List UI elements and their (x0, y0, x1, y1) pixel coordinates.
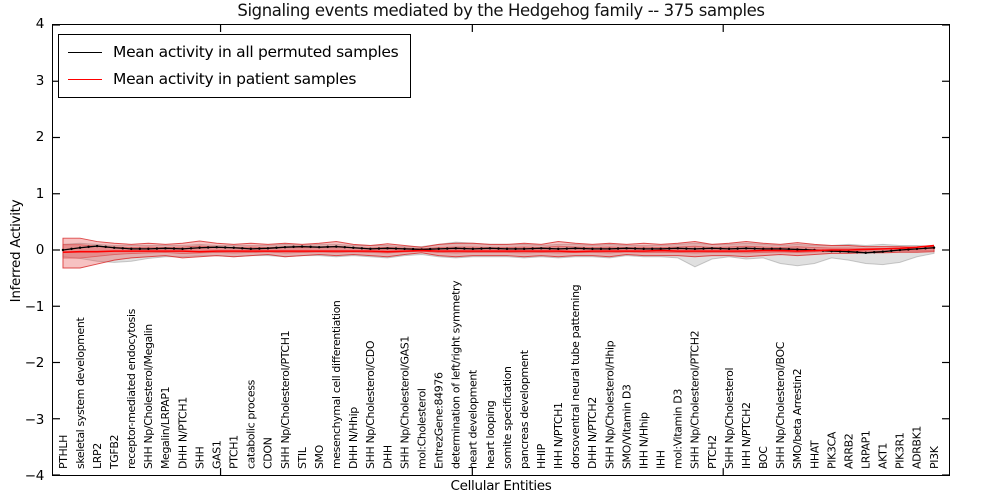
x-tick-label: EntrezGene:84976 (433, 372, 446, 469)
x-tick-label: HHIP (535, 443, 548, 469)
x-tick-label: PTCH1 (228, 435, 241, 469)
x-tick-label: pancreas development (518, 349, 531, 469)
x-tick-label: CDON (262, 437, 275, 469)
x-tick-label: SHH Np/Cholesterol/CDO (364, 341, 377, 469)
x-tick-labels: PTHLH skeletal system development LRP2 TGFB… (57, 280, 941, 470)
y-tick-label: 4 (35, 16, 45, 32)
x-tick-label: heart looping (484, 401, 497, 469)
x-tick-label: PTHLH (57, 435, 70, 469)
x-tick-label: SMO/Vitamin D3 (620, 384, 633, 469)
x-tick-label: GAS1 (210, 441, 223, 469)
permuted-line-markers (61, 244, 936, 255)
y-tick-label: 1 (35, 185, 45, 202)
legend-label-patient: Mean activity in patient samples (113, 70, 357, 88)
y-tick-label: 0 (35, 242, 45, 258)
legend-label-permuted: Mean activity in all permuted samples (113, 43, 399, 61)
patient-band-outer (62, 237, 935, 269)
x-tick-label: ARRB2 (842, 434, 855, 469)
x-tick-label: skeletal system development (74, 317, 87, 470)
x-tick-label: SHH Np/Cholesterol (723, 368, 736, 469)
x-tick-label: TGFB2 (108, 435, 121, 470)
x-tick-label: Megalin/LRPAP1 (159, 387, 172, 469)
x-tick-label: PIK3R1 (894, 433, 907, 469)
x-tick-label: IHH (655, 450, 668, 469)
x-tick-label: SHH Np/Cholesterol/BOC (774, 341, 787, 469)
y-tick-label: −3 (24, 411, 45, 428)
x-tick-label: mol:Vitamin D3 (672, 389, 685, 469)
x-tick-label: BOC (757, 446, 770, 469)
x-tick-label: mesenchymal cell differentiation (330, 300, 343, 469)
legend-item-patient: Mean activity in patient samples (68, 70, 398, 88)
x-tick-label: SMO/beta Arrestin2 (791, 369, 804, 469)
x-tick-label: receptor-mediated endocytosis (125, 308, 138, 469)
legend-line-sample-black (68, 51, 102, 53)
x-tick-label: SHH Np/Cholesterol/Hhip (603, 340, 616, 469)
plot-area: PTHLH skeletal system development LRP2 TGFB… (52, 24, 950, 476)
x-tick-label: HHAT (808, 440, 821, 469)
x-tick-label: DHH (381, 445, 394, 469)
legend-line-sample-red (68, 78, 102, 80)
x-tick-label: STIL (296, 446, 309, 469)
chart-canvas: PTHLH skeletal system development LRP2 TGFB… (53, 25, 949, 475)
y-tick-label: −2 (24, 355, 45, 371)
x-tick-label: catabolic process (245, 379, 258, 469)
x-tick-label: SHH (193, 447, 206, 469)
x-axis-label: Cellular Entities (450, 478, 552, 494)
y-tick-label: 3 (35, 72, 45, 89)
patient-mean-line (62, 244, 935, 254)
x-tick-label: PI3K (928, 445, 941, 469)
x-tick-label: IHH N/Hhip (637, 412, 650, 469)
x-tick-label: DHH N/PTCH2 (586, 397, 599, 469)
x-tick-label: determination of left/right symmetry (450, 280, 463, 469)
x-tick-label: AKT1 (877, 443, 890, 469)
x-tick-label: mol:Cholesterol (415, 388, 428, 469)
x-tick-label: DHH N/Hhip (347, 407, 360, 469)
x-tick-label: SMO (313, 445, 326, 469)
x-tick-label: LRP2 (91, 443, 104, 469)
legend: Mean activity in all permuted samples Me… (58, 34, 412, 98)
x-tick-label: SHH Np/Cholesterol/GAS1 (398, 336, 411, 469)
y-tick-label: 2 (35, 129, 45, 145)
x-tick-label: PIK3CA (825, 431, 838, 469)
legend-item-permuted: Mean activity in all permuted samples (68, 43, 399, 61)
x-tick-label: SHH Np/Cholesterol/Megalin (142, 324, 155, 469)
tick-marks (53, 25, 949, 475)
y-tick-label: −4 (24, 468, 45, 484)
x-tick-label: SHH Np/Cholesterol/PTCH1 (279, 331, 292, 469)
x-tick-label: IHH N/PTCH2 (740, 402, 753, 469)
x-tick-label: IHH N/PTCH1 (552, 402, 565, 469)
x-tick-label: LRPAP1 (859, 430, 872, 469)
y-tick-label: −1 (24, 298, 45, 315)
chart-title: Signaling events mediated by the Hedgeho… (237, 1, 765, 20)
x-tick-label: dorsoventral neural tube patterning (569, 285, 582, 469)
x-tick-label: somite specification (501, 366, 514, 469)
x-tick-label: SHH Np/Cholesterol/PTCH2 (689, 331, 702, 469)
x-tick-label: PTCH2 (706, 435, 719, 469)
x-tick-label: ADRBK1 (911, 426, 924, 469)
x-tick-label: DHH N/PTCH1 (176, 397, 189, 469)
x-tick-label: heart development (467, 369, 480, 469)
